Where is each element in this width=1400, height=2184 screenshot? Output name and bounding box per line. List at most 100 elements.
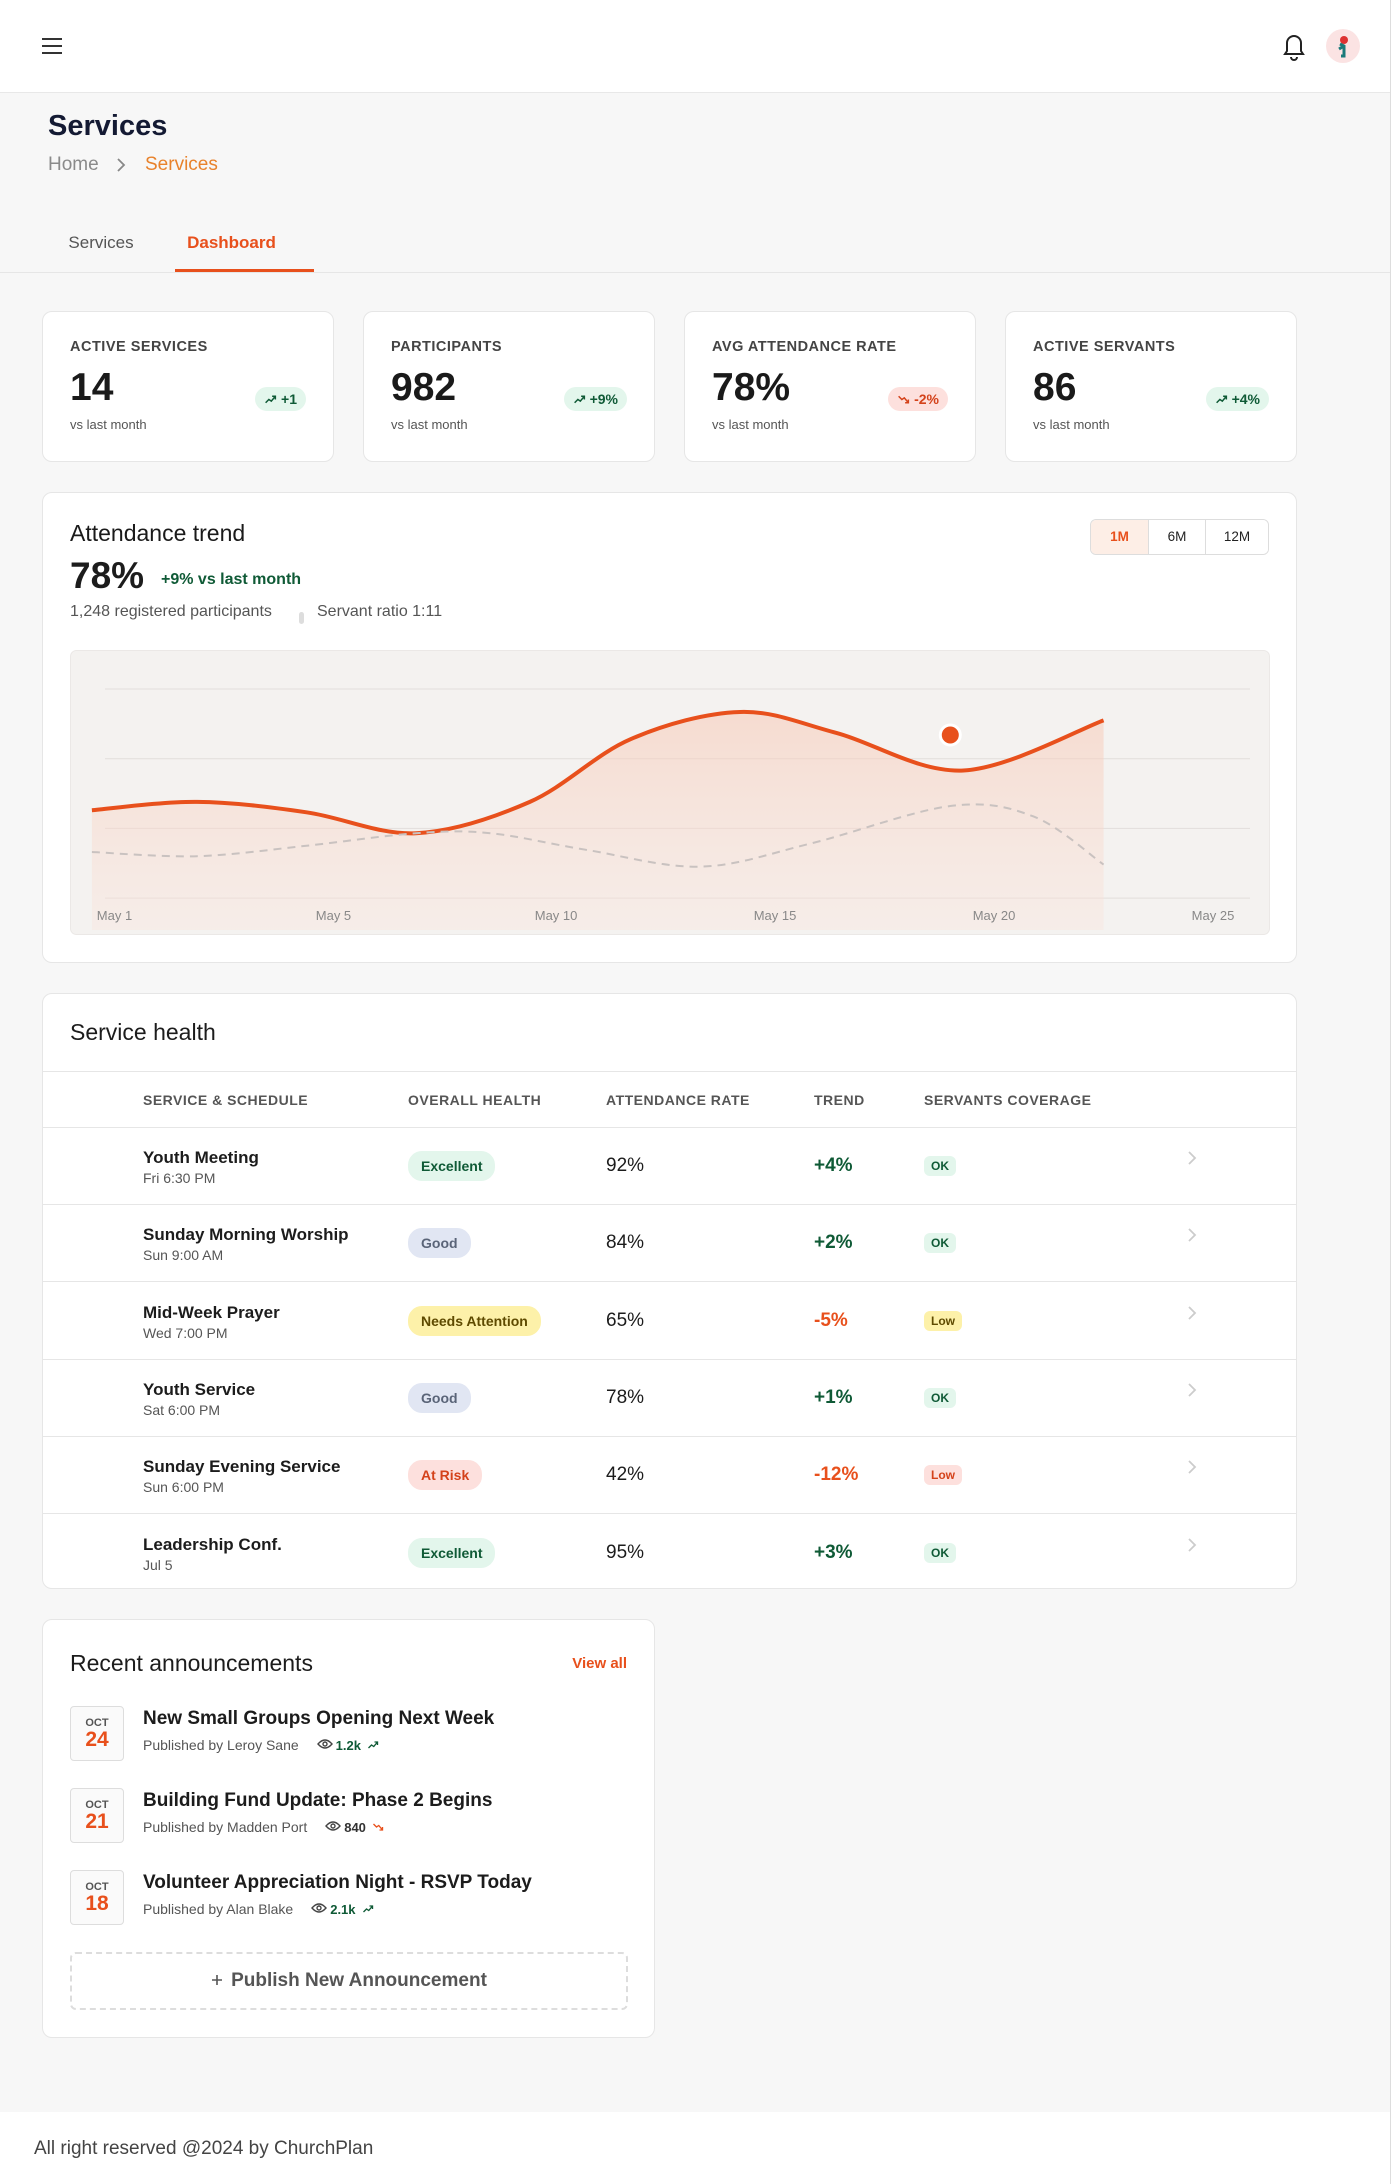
service-name: Leadership Conf. xyxy=(143,1534,282,1554)
attendance-rate: 42% xyxy=(606,1464,645,1486)
eye xyxy=(316,1739,333,1749)
eye xyxy=(311,1903,328,1913)
stat-label: PARTICIPANTS xyxy=(391,339,502,355)
table-row[interactable]: Leadership Conf. Jul 5 Excellent 95% +3% OK xyxy=(43,1515,1296,1589)
column-header: SERVANTS COVERAGE xyxy=(924,1092,1092,1108)
date-box: OCT 18 xyxy=(70,1870,124,1925)
stat-delta: +9% xyxy=(589,391,618,407)
dot-separator xyxy=(299,612,304,624)
table-row[interactable]: Sunday Morning Worship Sun 9:00 AM Good 84%… xyxy=(43,1205,1296,1283)
views-count: 2.1k xyxy=(330,1901,356,1917)
views-icon xyxy=(325,1819,342,1835)
chevron xyxy=(1188,1460,1197,1474)
announcement-title[interactable]: Building Fund Update: Phase 2 Begins xyxy=(143,1790,493,1811)
stat-note: vs last month xyxy=(1033,417,1110,432)
trend-icon xyxy=(573,395,585,403)
stat-value: 86 xyxy=(1033,366,1077,409)
date-box: OCT 21 xyxy=(70,1788,124,1843)
trend-value: -12% xyxy=(814,1464,859,1486)
eye xyxy=(325,1821,342,1831)
service-name: Youth Service xyxy=(143,1379,256,1399)
announcements-title: Recent announcements xyxy=(70,1650,313,1676)
breadcrumb-separator xyxy=(114,156,128,174)
health-cell: Needs Attention xyxy=(408,1305,541,1336)
announcement-title[interactable]: Volunteer Appreciation Night - RSVP Toda… xyxy=(143,1872,532,1893)
breadcrumb-current: Services xyxy=(145,154,218,175)
chevron xyxy=(1188,1383,1197,1397)
plus-icon xyxy=(211,1970,223,1992)
range-button[interactable]: 6M xyxy=(1148,520,1205,554)
notification-bell[interactable] xyxy=(1280,31,1308,61)
plus xyxy=(212,1975,223,1985)
series-area xyxy=(91,711,1104,930)
chevron xyxy=(1188,1151,1197,1165)
service-name: Mid-Week Prayer xyxy=(143,1302,280,1322)
trend-icon-path xyxy=(898,395,910,403)
date-box: OCT 24 xyxy=(70,1706,124,1761)
scrollbar xyxy=(1390,0,1400,2184)
coverage-badge: Low xyxy=(924,1310,962,1331)
tab[interactable]: Services xyxy=(68,233,134,252)
stat-note: vs last month xyxy=(391,417,468,432)
attendance-rate: 95% xyxy=(606,1541,645,1563)
series-line xyxy=(91,803,1105,868)
attendance-rate: 78% xyxy=(606,1386,645,1408)
table-row[interactable]: Youth Service Sat 6:00 PM Good 78% +1% OK xyxy=(43,1360,1296,1437)
announcement-title[interactable]: New Small Groups Opening Next Week xyxy=(143,1708,495,1729)
views-icon xyxy=(316,1737,333,1753)
tab[interactable]: Dashboard xyxy=(187,233,276,252)
trend-change: +9% vs last month xyxy=(161,571,302,588)
table-row[interactable]: Mid-Week Prayer Wed 7:00 PM Needs Attentio… xyxy=(43,1283,1296,1360)
row-chevron xyxy=(1185,1380,1199,1400)
coverage-badge: OK xyxy=(924,1542,956,1563)
stat-label: ACTIVE SERVICES xyxy=(70,339,208,355)
column-header: SERVICE & SCHEDULE xyxy=(143,1092,309,1108)
trend-icon-path xyxy=(265,395,277,403)
publish-button[interactable]: Publish New Announcement xyxy=(70,1952,628,2010)
range-button[interactable]: 12M xyxy=(1205,520,1268,554)
row-chevron xyxy=(1185,1303,1199,1323)
health-badge: Good xyxy=(408,1382,471,1413)
announcement-meta: Published by Alan Blake 2.1k xyxy=(143,1901,374,1917)
coverage-cell: Low xyxy=(924,1310,962,1331)
stat-value: 982 xyxy=(391,366,457,409)
row-chevron xyxy=(1185,1535,1199,1555)
footer: All right reserved @2024 by ChurchPlan xyxy=(0,2112,1390,2184)
health-cell: Excellent xyxy=(408,1537,496,1568)
menu-button[interactable] xyxy=(40,34,66,58)
stat-delta-badge: +1 xyxy=(255,387,306,411)
date-month: OCT xyxy=(85,1717,109,1729)
stat-card: ACTIVE SERVICES 14 vs last month +1 xyxy=(42,311,334,462)
range-selector: 1M 6M 12M xyxy=(1090,519,1269,555)
trend-value: +3% xyxy=(814,1541,853,1563)
trend-value: +2% xyxy=(814,1232,853,1254)
top-bar xyxy=(0,0,1390,93)
range-button[interactable]: 1M xyxy=(1091,520,1148,554)
service-health-card: Service health SERVICE & SCHEDULE OVERALL … xyxy=(42,993,1297,1589)
chevron xyxy=(1188,1537,1197,1552)
trend-icon xyxy=(265,395,277,403)
series-line xyxy=(91,709,1105,836)
service-name: Youth Meeting xyxy=(143,1148,259,1167)
x-tick-label: May 25 xyxy=(1192,908,1235,923)
row-chevron xyxy=(1185,1148,1199,1168)
avatar[interactable] xyxy=(1326,29,1360,63)
view-all-link[interactable]: View all xyxy=(572,1655,627,1672)
table-row[interactable]: Youth Meeting Fri 6:30 PM Excellent 92% +4% O… xyxy=(43,1128,1296,1205)
views-count: 840 xyxy=(344,1819,366,1835)
x-tick-label: May 10 xyxy=(535,908,578,923)
trend-card: Attendance trend 78% +9% vs last month 1,24… xyxy=(42,492,1297,963)
table-row[interactable]: Sunday Evening Service Sun 6:00 PM At Risk… xyxy=(43,1437,1296,1515)
breadcrumb-home[interactable]: Home xyxy=(48,154,99,175)
trend-icon-path xyxy=(573,395,585,403)
health-badge: Good xyxy=(408,1228,471,1259)
tab-divider xyxy=(0,272,1390,273)
coverage-cell: OK xyxy=(924,1542,956,1563)
highlight-point xyxy=(938,723,962,747)
health-title: Service health xyxy=(70,1019,216,1045)
chevron xyxy=(1188,1228,1197,1242)
x-tick-label: May 1 xyxy=(97,908,132,923)
health-badge: Excellent xyxy=(408,1537,496,1568)
chevron xyxy=(1188,1305,1197,1320)
x-tick-label: May 15 xyxy=(754,908,797,923)
